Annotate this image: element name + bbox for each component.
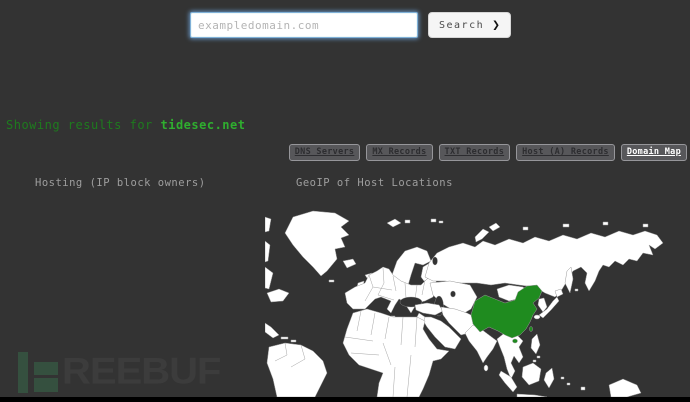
map-newfoundland <box>266 288 290 303</box>
map-korea <box>537 297 548 313</box>
hosting-section-label: Hosting (IP block owners) <box>35 177 206 189</box>
map-north-america-edge <box>265 240 271 263</box>
map-island <box>560 376 565 380</box>
bottom-edge-bar <box>0 397 690 402</box>
nav-host-a-records[interactable]: Host_(A)_Records <box>516 144 615 161</box>
nav-dns-servers[interactable]: DNS_Servers <box>288 144 361 161</box>
map-sakhalin <box>564 266 574 294</box>
record-type-nav: DNS_Servers MX_Records TXT_Records Host_… <box>288 144 687 161</box>
map-country-china <box>470 284 543 339</box>
map-island <box>566 382 571 386</box>
map-hainan <box>512 338 518 344</box>
nav-mx-records[interactable]: MX_Records <box>366 144 433 161</box>
map-island <box>438 220 444 224</box>
map-south-america <box>266 342 328 397</box>
map-borneo <box>521 362 542 386</box>
geoip-section-label: GeoIP of Host Locations <box>296 177 453 189</box>
map-sulawesi <box>543 367 555 389</box>
map-north-america-edge <box>265 266 274 290</box>
map-island <box>602 221 609 226</box>
nav-domain-map[interactable]: Domain_Map <box>620 144 687 161</box>
map-borders <box>344 310 418 397</box>
map-island <box>430 218 437 223</box>
freebuf-watermark-text: REEBUF <box>62 351 221 392</box>
map-island <box>536 355 541 359</box>
geoip-world-map <box>265 205 690 397</box>
map-taiwan <box>529 326 533 332</box>
search-input[interactable] <box>190 12 418 38</box>
map-island <box>488 222 501 232</box>
map-arabia <box>420 316 462 350</box>
map-borders <box>364 267 426 302</box>
map-island <box>522 226 529 231</box>
map-central-america <box>265 322 280 339</box>
results-prefix-text: Showing results for <box>6 118 161 132</box>
map-philippines <box>530 333 541 355</box>
map-borders <box>274 342 306 368</box>
map-island <box>404 219 411 224</box>
map-island <box>328 279 335 283</box>
map-sumatra <box>498 370 518 393</box>
map-white-sea <box>432 256 438 266</box>
search-button-label: Search <box>439 19 485 31</box>
map-hokkaido <box>554 288 564 298</box>
map-java <box>516 393 548 397</box>
world-map-svg <box>265 210 664 397</box>
chevron-right-icon: ❯ <box>492 17 500 33</box>
map-island <box>474 228 490 243</box>
map-turkey <box>414 302 444 316</box>
freebuf-logo-icon <box>18 352 28 393</box>
map-new-guinea <box>608 378 642 397</box>
map-island <box>386 218 402 228</box>
map-greenland <box>284 210 350 277</box>
map-island <box>580 386 586 391</box>
search-button[interactable]: Search ❯ <box>428 12 511 38</box>
map-sri-lanka <box>483 364 489 372</box>
map-island <box>290 339 297 343</box>
results-domain-text: tidesec.net <box>160 118 246 132</box>
map-aral-sea <box>450 290 456 298</box>
map-island <box>574 288 579 292</box>
map-kyushu <box>533 314 541 320</box>
freebuf-watermark: REEBUF <box>18 352 248 394</box>
map-africa <box>342 308 450 397</box>
map-north-america-edge <box>265 216 272 233</box>
map-island <box>280 336 289 340</box>
map-iceland <box>342 258 357 269</box>
freebuf-logo-icon <box>34 362 58 375</box>
map-island <box>532 359 537 363</box>
map-island <box>562 223 570 228</box>
map-japan <box>538 296 560 319</box>
map-island <box>642 223 649 228</box>
results-summary: Showing results for tidesec.net <box>6 118 245 132</box>
nav-txt-records[interactable]: TXT_Records <box>438 144 511 161</box>
freebuf-logo-icon <box>34 378 58 392</box>
